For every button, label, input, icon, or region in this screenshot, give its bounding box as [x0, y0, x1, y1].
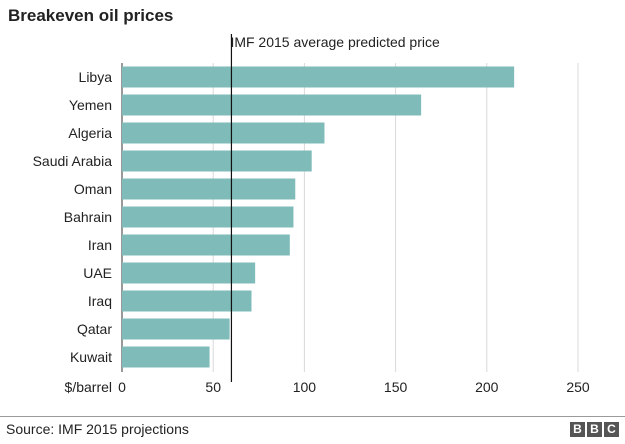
- bar: [122, 150, 312, 172]
- category-label: Yemen: [69, 97, 112, 113]
- reference-line-label: IMF 2015 average predicted price: [230, 34, 440, 50]
- source-note: Source: IMF 2015 projections: [6, 421, 189, 437]
- bar: [122, 122, 325, 144]
- x-tick-label: 250: [566, 379, 590, 395]
- logo-letter: B: [570, 422, 585, 437]
- category-label: Kuwait: [70, 349, 112, 365]
- x-tick-label: 150: [384, 379, 408, 395]
- category-label: Bahrain: [64, 209, 112, 225]
- bar: [122, 262, 256, 284]
- footer-divider: [0, 416, 625, 417]
- x-tick-label: 50: [205, 379, 221, 395]
- category-label: Qatar: [77, 321, 112, 337]
- bar: [122, 66, 515, 88]
- bar: [122, 94, 422, 116]
- category-label: Iran: [88, 237, 112, 253]
- logo-letter: C: [604, 422, 619, 437]
- chart-title: Breakeven oil prices: [8, 6, 174, 25]
- bar: [122, 346, 210, 368]
- category-label: Libya: [79, 69, 113, 85]
- bar: [122, 178, 296, 200]
- category-label: Oman: [74, 181, 112, 197]
- x-tick-label: 200: [475, 379, 499, 395]
- bar: [122, 234, 290, 256]
- category-label: Iraq: [88, 293, 112, 309]
- bar-chart: Libya Yemen Algeria Saudi Arabia Oman Bahrain…: [33, 34, 590, 395]
- bbc-logo: B B C: [570, 422, 619, 437]
- x-tick-label: 100: [293, 379, 317, 395]
- category-label: Algeria: [68, 125, 112, 141]
- bar: [122, 290, 252, 312]
- bar: [122, 206, 294, 228]
- category-label: Saudi Arabia: [33, 153, 113, 169]
- logo-letter: B: [587, 422, 602, 437]
- category-label: UAE: [83, 265, 112, 281]
- x-tick-label: 0: [118, 379, 126, 395]
- bar: [122, 318, 230, 340]
- x-axis-label: $/barrel: [65, 379, 112, 395]
